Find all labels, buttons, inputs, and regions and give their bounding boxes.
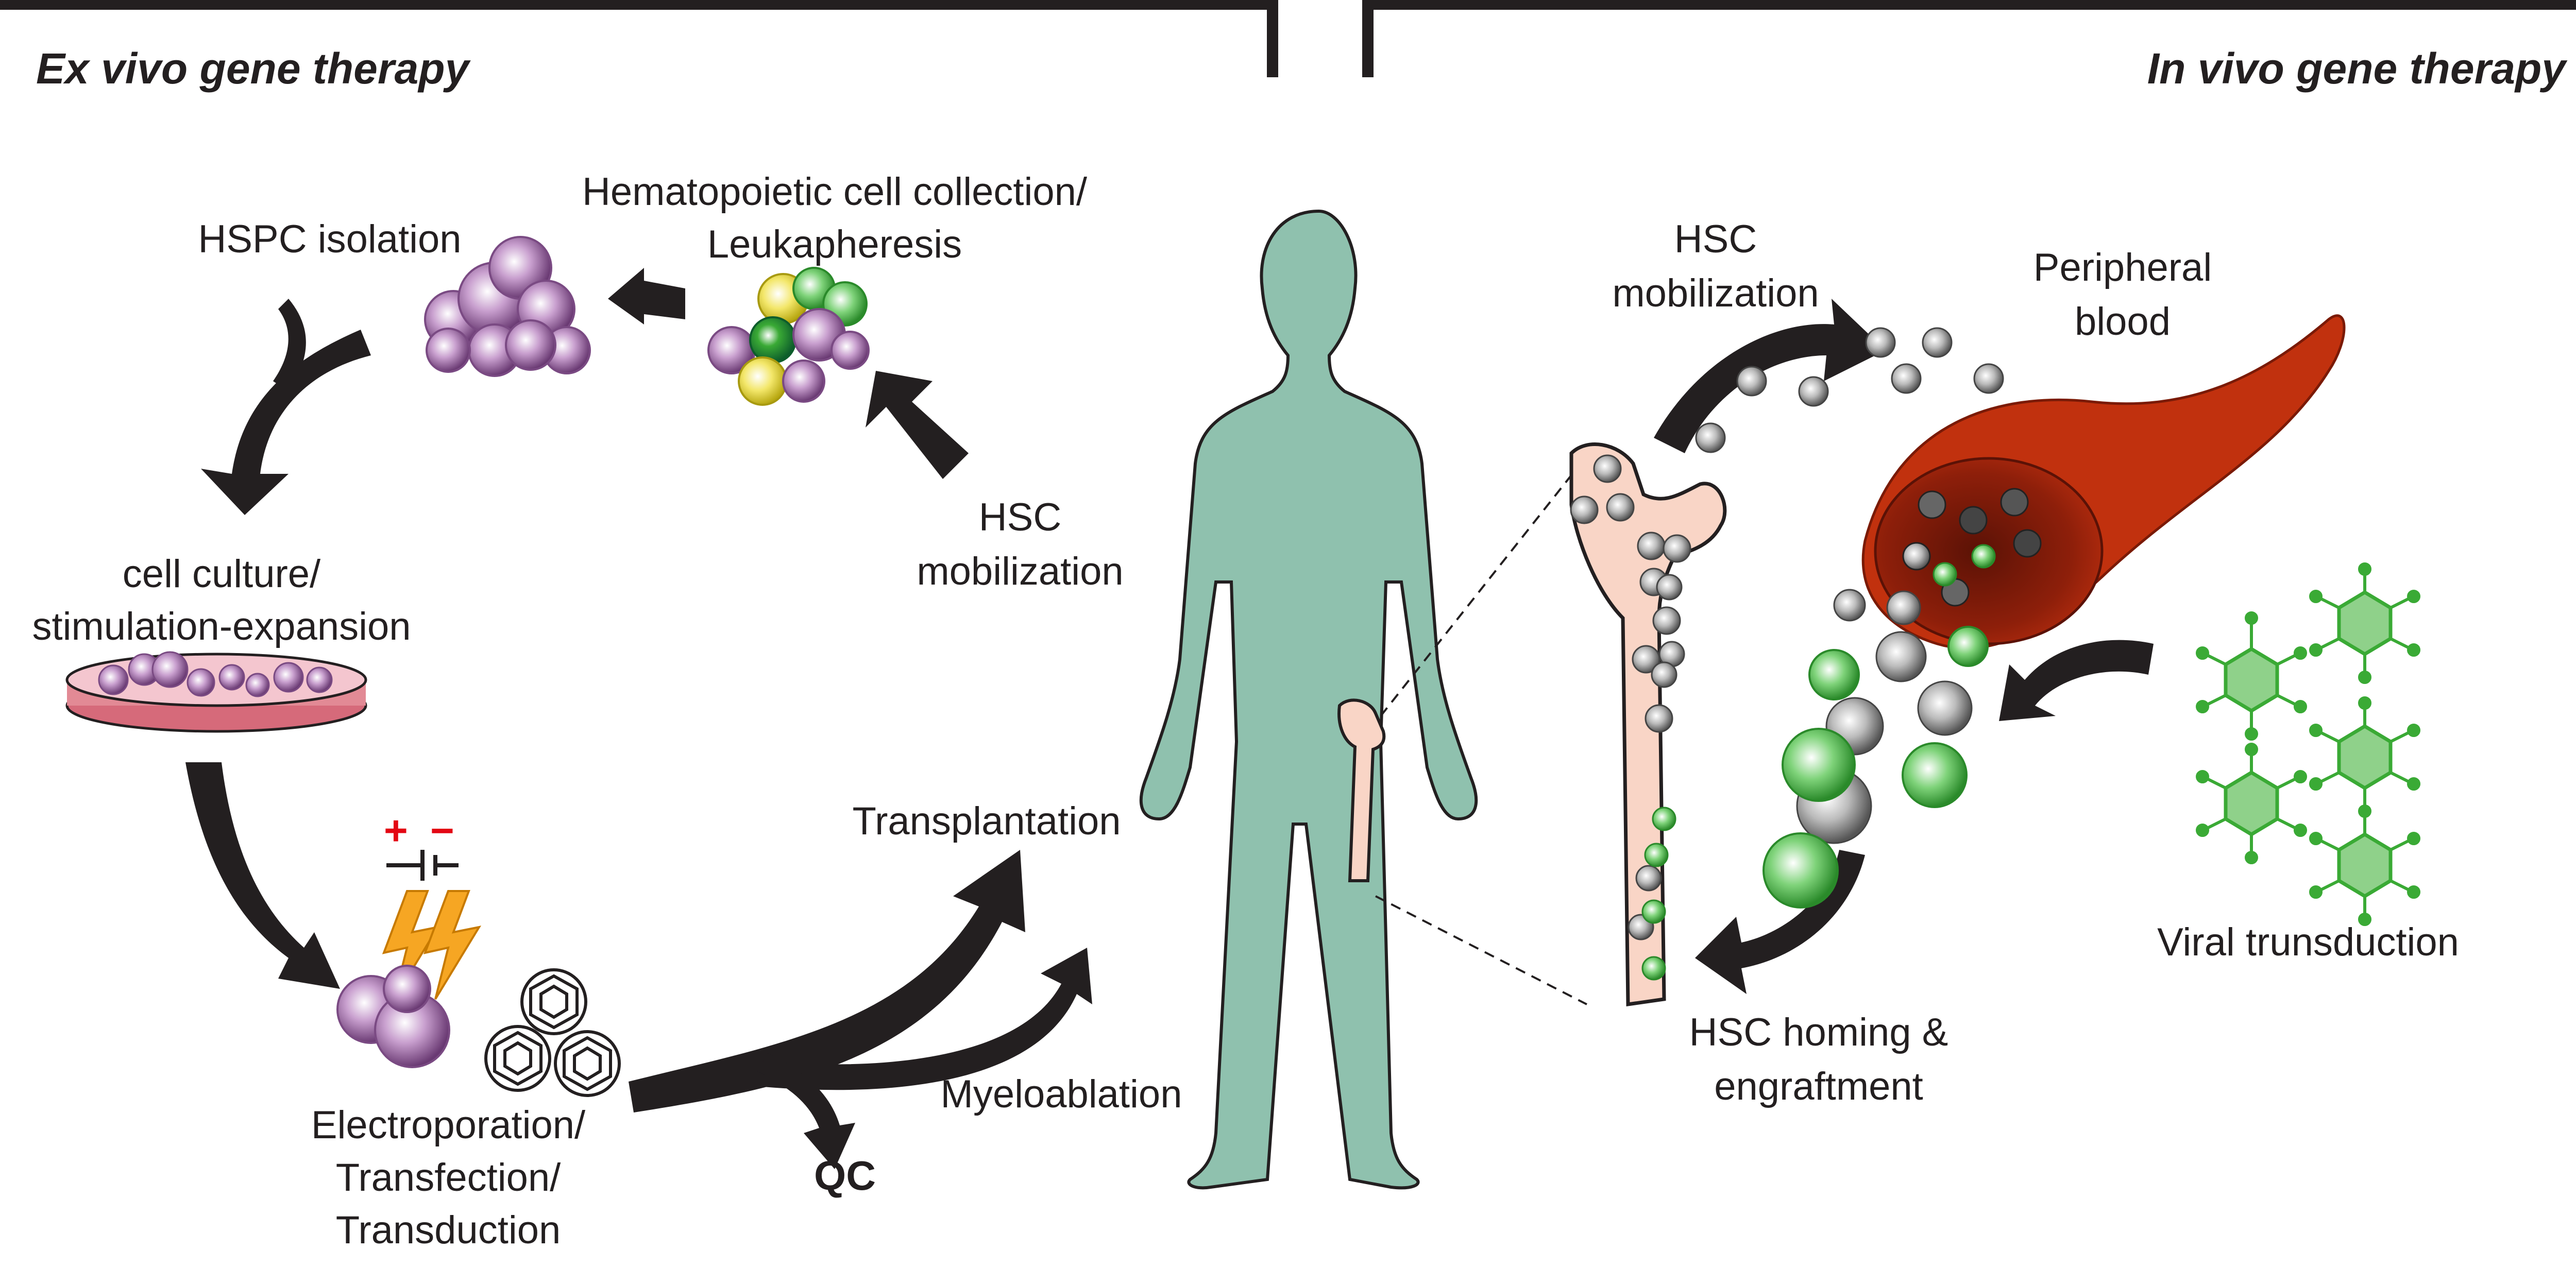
arrow-to-transplantation [629, 850, 1025, 1112]
lightning-icon [382, 890, 440, 1000]
label-myeloablation: Myeloablation [941, 1072, 1182, 1116]
viral-vectors [2196, 562, 2420, 926]
hspc-cluster [424, 236, 591, 377]
circulating-cells [1695, 327, 2004, 453]
zoom-lines [1375, 468, 1587, 1005]
ex-vivo-header: Ex vivo gene therapy [36, 44, 471, 93]
culture-dish [65, 651, 367, 733]
arrow-qc [757, 1053, 855, 1169]
header-brackets [0, 0, 2576, 77]
electroporation-symbol: + − [382, 808, 482, 1000]
label-qc: QC [814, 1153, 876, 1198]
homing-cells [1762, 589, 1989, 909]
label-collection-2: Leukapheresis [707, 222, 962, 266]
minus-sign: − [430, 808, 454, 853]
body-femur-icon [1337, 698, 1386, 882]
label-peripheral-blood-1: Peripheral [2033, 246, 2212, 289]
plus-sign: + [384, 808, 408, 853]
label-viral-transduction: Viral trunsduction [2157, 920, 2459, 964]
arrow-isolation-branch [273, 299, 306, 391]
in-vivo-arrows [1654, 299, 2154, 994]
label-transplantation: Transplantation [852, 799, 1121, 843]
arrow-collection-to-isolation [608, 268, 685, 324]
collected-cells-cluster [707, 267, 870, 406]
arrow-homing-to-bone [1695, 850, 1865, 994]
label-electroporation-3: Transduction [336, 1208, 561, 1252]
arrow-mobilization-to-collection [866, 371, 969, 479]
label-hspc-isolation: HSPC isolation [198, 217, 461, 261]
label-peripheral-blood-2: blood [2075, 300, 2171, 344]
label-collection-1: Hematopoietic cell collection/ [582, 170, 1088, 214]
blood-vessel [1861, 314, 2346, 650]
ex-vivo-arrows [185, 268, 1092, 1169]
arrow-isolation-to-culture [201, 330, 371, 515]
arrow-myeloablation [762, 948, 1092, 1090]
label-hsc-mobilization-right-1: HSC [1674, 217, 1757, 261]
label-hsc-mobilization-right-2: mobilization [1612, 271, 1819, 315]
label-homing-2: engraftment [1714, 1065, 1923, 1108]
lightning-icon [423, 890, 482, 1000]
label-hsc-mobilization-left-1: HSC [979, 495, 1061, 539]
label-cell-culture-1: cell culture/ [123, 552, 321, 596]
arrow-viral-to-cells [1999, 640, 2154, 721]
label-electroporation-2: Transfection/ [336, 1156, 561, 1200]
virus-particles [484, 968, 621, 1097]
electroporated-cells [336, 965, 450, 1068]
arrow-culture-to-electroporation [185, 762, 340, 989]
arrow-bone-to-blood [1654, 299, 1886, 453]
human-body [1139, 209, 1478, 1190]
label-cell-culture-2: stimulation-expansion [32, 605, 411, 648]
label-hsc-mobilization-left-2: mobilization [917, 550, 1123, 593]
label-electroporation-1: Electroporation/ [311, 1103, 586, 1147]
femur-bone [1569, 442, 1727, 1007]
in-vivo-header: In vivo gene therapy [2147, 44, 2568, 93]
label-homing-1: HSC homing & [1689, 1011, 1948, 1054]
